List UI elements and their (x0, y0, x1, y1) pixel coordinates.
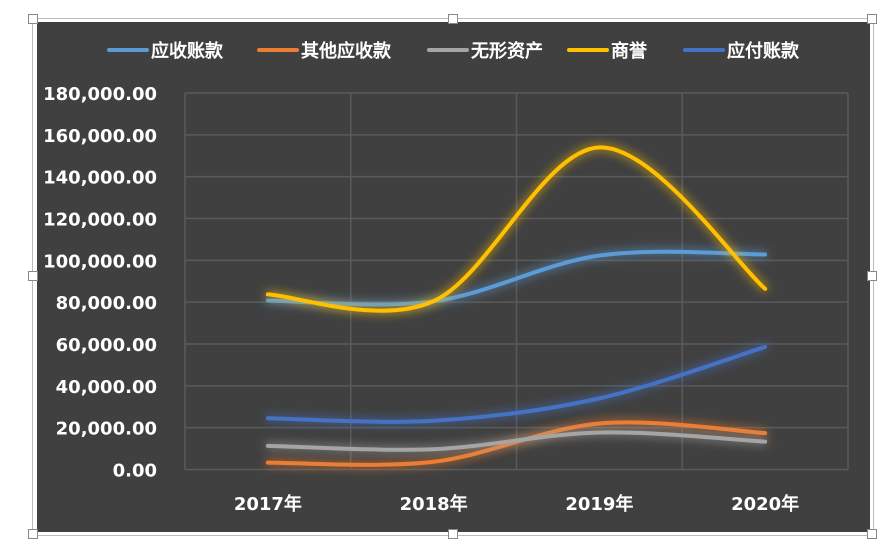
series-line-4 (265, 344, 768, 424)
x-tick-label: 2020年 (731, 493, 799, 515)
resize-handle-tm[interactable] (448, 14, 458, 24)
resize-handle-ml[interactable] (28, 271, 38, 281)
series-line-3 (265, 145, 768, 313)
y-tick-label: 140,000.00 (43, 168, 157, 189)
y-tick-label: 0.00 (113, 461, 157, 482)
chart-area[interactable]: 0.00 20,000.00 40,000.00 60,000.00 80,000.00… (37, 22, 870, 532)
x-tick-label: 2019年 (565, 493, 633, 515)
series-line-2 (265, 430, 768, 452)
legend-label: 商誉 (611, 40, 648, 62)
y-tick-label: 60,000.00 (56, 335, 157, 356)
legend-label: 其他应收款 (301, 40, 392, 62)
y-tick-label: 180,000.00 (43, 84, 157, 105)
legend-label: 应付账款 (727, 40, 800, 62)
y-tick-label: 100,000.00 (43, 251, 157, 272)
resize-handle-tl[interactable] (28, 14, 38, 24)
resize-handle-mr[interactable] (867, 271, 877, 281)
resize-handle-bl[interactable] (28, 529, 38, 539)
series-line-0 (265, 249, 768, 307)
y-tick-label: 40,000.00 (56, 377, 157, 398)
y-tick-label: 120,000.00 (43, 210, 157, 231)
y-tick-label: 160,000.00 (43, 126, 157, 147)
y-tick-label: 80,000.00 (56, 293, 157, 314)
y-tick-label: 20,000.00 (56, 419, 157, 440)
x-tick-label: 2018年 (400, 493, 468, 515)
resize-handle-bm[interactable] (448, 529, 458, 539)
resize-handle-br[interactable] (867, 529, 877, 539)
resize-handle-tr[interactable] (867, 14, 877, 24)
line-chart: 0.00 20,000.00 40,000.00 60,000.00 80,000.00… (43, 40, 849, 515)
legend-label: 应收账款 (151, 40, 224, 62)
legend-label: 无形资产 (471, 40, 543, 62)
x-tick-label: 2017年 (234, 493, 302, 515)
